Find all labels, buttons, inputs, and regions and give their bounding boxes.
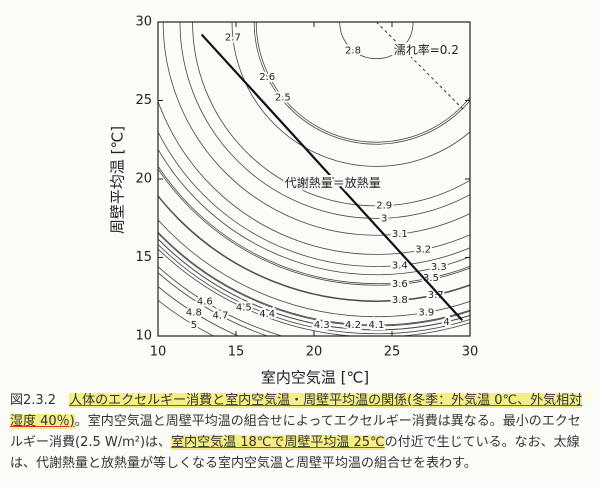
contour-label: 4.6 (197, 296, 213, 307)
x-tick-label: 30 (462, 345, 479, 360)
caption-text: 。室内空気温と周壁平均温の組合せによってエクセルギー消費は異なる。最小のエクセル… (10, 414, 581, 450)
contour-label: 3 (381, 213, 387, 224)
contour-label: 2.7 (225, 33, 241, 44)
contour-label: 2.8 (345, 45, 361, 56)
contour-line (179, 22, 470, 219)
contour-line (158, 231, 470, 326)
contour-label: 2.5 (275, 92, 291, 103)
contour-label: 4.1 (368, 320, 384, 331)
chart: 室内空気温 [℃] 周壁平均温 [℃] 10 15 20 25 30 10 15 20 25 30… (109, 15, 479, 387)
x-tick-label: 10 (150, 345, 167, 360)
contour-line (255, 22, 470, 143)
contour-line (231, 22, 470, 167)
y-tick-label: 10 (135, 329, 152, 344)
caption-text: の付近で生じている。なお、太線は、代謝熱量と放熱量が等しくなる室内空気温と周壁平… (10, 435, 580, 471)
contour-line (158, 195, 470, 302)
contour-label: 4.8 (186, 307, 202, 318)
contour-label: 5 (191, 320, 197, 331)
contour-line (158, 168, 470, 286)
contour-label: 2.6 (259, 72, 275, 83)
x-axis-label: 室内空気温 [℃] (261, 369, 369, 387)
contour-line (158, 248, 470, 336)
balance-label: 代謝熱量＝放熱量 (285, 175, 381, 190)
contour-line (158, 243, 470, 335)
contour-line (158, 232, 470, 327)
contour-label: 4.5 (236, 303, 252, 314)
contour-line (192, 22, 470, 207)
contour-label: 3.1 (392, 229, 408, 240)
contour-label: 2.9 (376, 201, 392, 212)
caption: 図2.3.2 人体のエクセルギー消費と室内空気温・周壁平均温の関係(冬季：外気温… (10, 390, 590, 474)
contour-line (158, 100, 470, 255)
contour-label: 4.4 (259, 309, 275, 320)
wetness-line (376, 21, 466, 112)
x-tick-label: 15 (228, 345, 245, 360)
y-tick-label: 25 (135, 93, 152, 108)
contour-line (339, 22, 414, 60)
contour-label: 4.3 (314, 320, 330, 331)
contour-label: 4.7 (212, 311, 228, 322)
contour-label: 4.2 (345, 320, 361, 331)
contour-line (158, 148, 470, 276)
x-tick-label: 25 (384, 345, 401, 360)
contour-line (162, 22, 470, 236)
x-tick-label: 20 (306, 345, 323, 360)
contour-line (158, 130, 470, 267)
y-tick-label: 30 (135, 15, 152, 30)
y-tick-label: 20 (135, 172, 152, 187)
contour-line (253, 22, 470, 145)
y-axis-label: 周壁平均温 [℃] (109, 126, 127, 234)
contour-label: 3.4 (392, 260, 408, 271)
contour-label: 3.3 (431, 262, 447, 273)
contour-label: 3.7 (428, 290, 444, 301)
contour-label: 3.6 (392, 279, 408, 290)
y-tick-label: 15 (135, 250, 152, 265)
balance-line (200, 33, 464, 322)
contour-line (158, 194, 470, 302)
contour-line (158, 219, 470, 318)
wetness-label: 濡れ率=0.2 (394, 42, 459, 57)
contour-line (158, 265, 470, 336)
contour-label: 3.9 (418, 307, 434, 318)
caption-text: 図2.3.2 (10, 393, 70, 408)
caption-text: 室内空気温 18℃で周壁平均温 25℃ (171, 435, 385, 450)
contour-line (158, 238, 470, 331)
contour-label: 4 (443, 317, 449, 328)
contour-label: 3.2 (415, 245, 431, 256)
contour-label: 3.8 (392, 295, 408, 306)
contour-line (158, 165, 470, 284)
